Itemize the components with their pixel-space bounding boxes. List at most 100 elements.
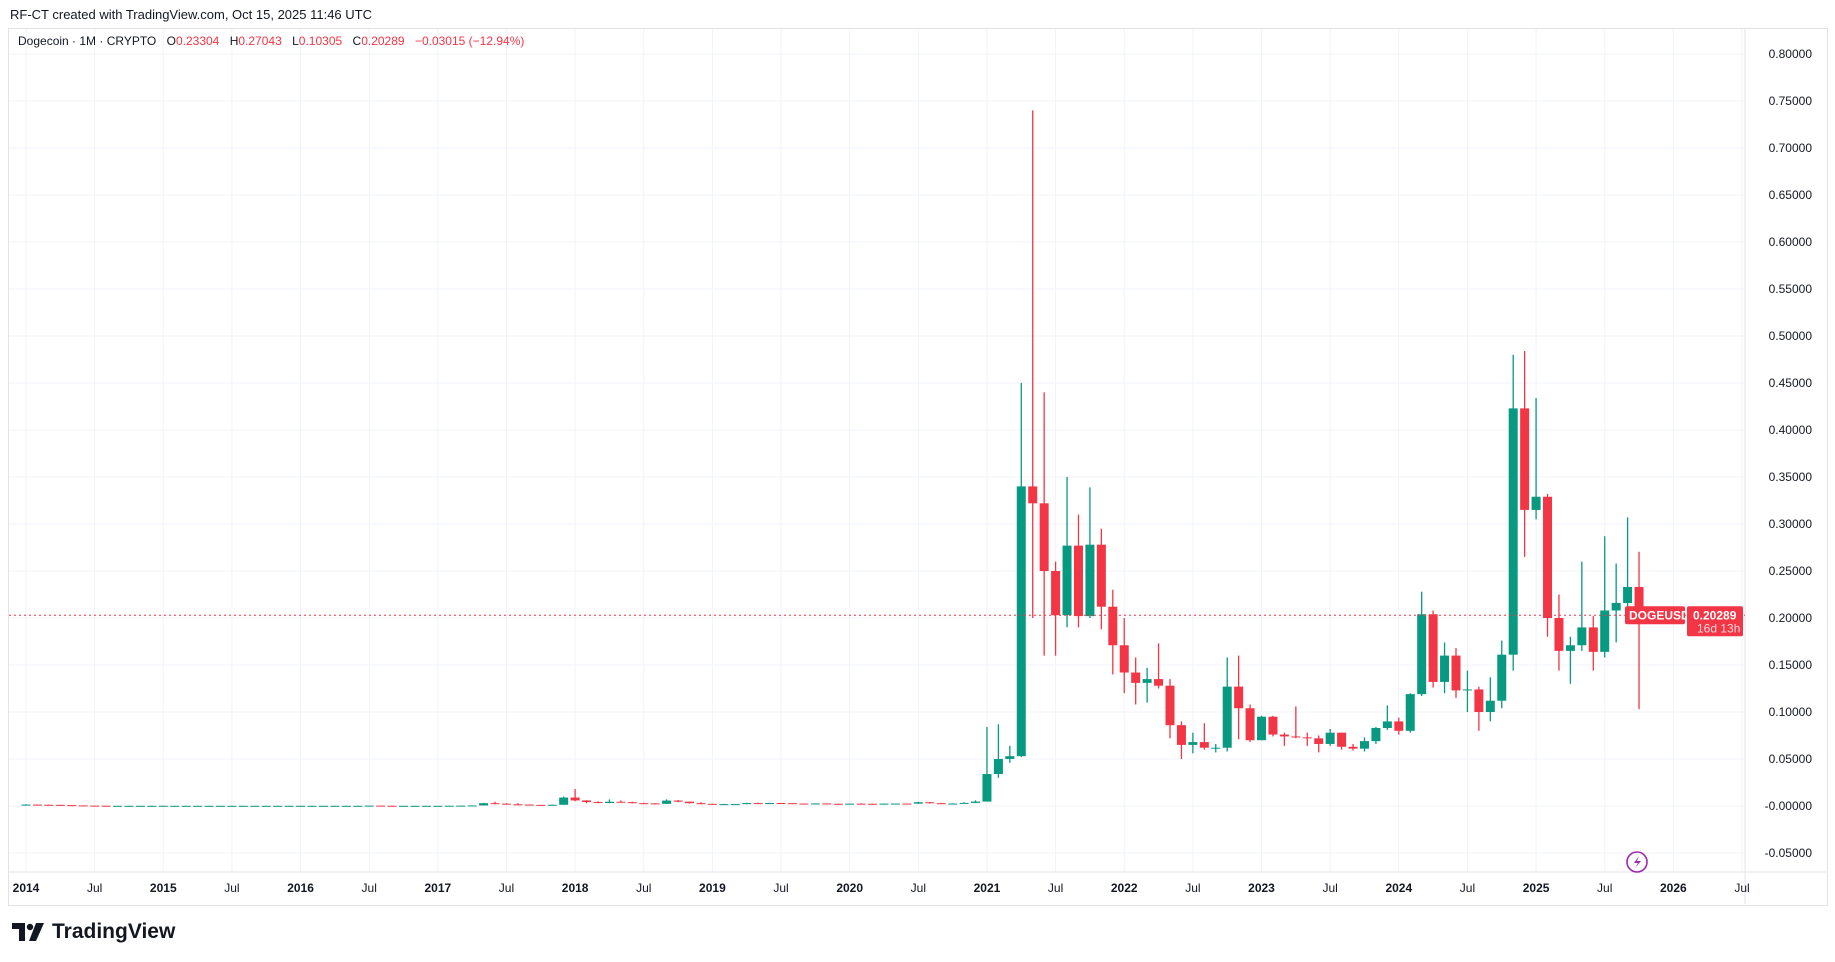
candle <box>1314 735 1324 753</box>
x-tick-label: Jul <box>1048 881 1063 895</box>
candle-body <box>113 805 123 807</box>
candle <box>1005 745 1015 763</box>
candle-body <box>467 805 477 807</box>
candle-body <box>101 805 111 807</box>
candle <box>1073 514 1083 628</box>
candle-body <box>1165 685 1175 726</box>
candle-body <box>925 802 935 804</box>
y-tick-label: 0.65000 <box>1769 188 1813 202</box>
candle-body <box>330 805 340 807</box>
candle-body <box>1382 721 1392 728</box>
candle <box>215 805 225 807</box>
candle <box>1474 686 1484 731</box>
candle-body <box>650 803 660 805</box>
candle <box>639 802 649 805</box>
candle-body <box>993 759 1003 775</box>
candle-body <box>1405 694 1415 731</box>
candle <box>296 805 306 807</box>
candle <box>113 805 123 807</box>
candle-body <box>1543 496 1553 618</box>
candle <box>1520 351 1530 557</box>
candle <box>479 802 489 806</box>
candle-body <box>536 804 546 806</box>
candle <box>650 803 660 805</box>
candle <box>444 805 454 807</box>
candle-body <box>1520 408 1530 510</box>
candle <box>1577 561 1587 651</box>
candle <box>410 805 420 807</box>
time-axis[interactable]: 2014 Jul 2015 Jul 2016 Jul 2017 Jul 2018 Jul 2019 J… <box>9 871 1826 895</box>
candle-body <box>776 802 786 804</box>
candle-body <box>238 805 248 807</box>
candle-body <box>490 803 500 805</box>
candlestick-chart[interactable]: 0.80000 0.75000 0.70000 0.65000 0.60000 0.550… <box>0 0 1835 910</box>
candle-body <box>662 800 672 804</box>
candle <box>1588 616 1598 671</box>
candles <box>21 110 1644 807</box>
symbol-label[interactable]: Dogecoin · 1M · CRYPTO <box>18 34 157 48</box>
candle <box>341 805 351 807</box>
close-value: 0.20289 <box>361 34 405 48</box>
candle <box>1611 563 1621 643</box>
candle <box>158 805 168 807</box>
candle <box>307 805 317 807</box>
candle-body <box>913 802 923 804</box>
candle-body <box>593 802 603 804</box>
candle <box>1268 715 1278 737</box>
candle-body <box>227 805 237 807</box>
candle-body <box>707 803 717 805</box>
candle-body <box>341 805 351 807</box>
candle-body <box>582 800 592 803</box>
candle-body <box>1314 738 1324 744</box>
candle <box>376 805 386 807</box>
candle-body <box>1348 746 1358 749</box>
candle-body <box>1302 737 1312 739</box>
candle <box>170 805 180 807</box>
candle <box>501 803 511 805</box>
tradingview-logo[interactable]: TradingView <box>12 920 175 944</box>
candle <box>1142 667 1152 703</box>
candle <box>32 804 42 806</box>
candle <box>570 789 580 802</box>
x-tick-label: 2023 <box>1248 881 1275 895</box>
candle-body <box>868 803 878 805</box>
candle-body <box>1108 606 1118 646</box>
candle <box>1485 677 1495 722</box>
candle-body <box>547 804 557 806</box>
scroll-to-realtime-icon[interactable] <box>1626 851 1648 873</box>
y-tick-label: 0.40000 <box>1769 423 1813 437</box>
candle <box>604 799 614 804</box>
x-tick-label: 2025 <box>1523 881 1550 895</box>
candle <box>101 805 111 807</box>
candle-body <box>44 804 54 806</box>
candle <box>1531 398 1541 520</box>
price-axis[interactable]: 0.80000 0.75000 0.70000 0.65000 0.60000 0.550… <box>1744 29 1813 904</box>
candle <box>1623 517 1633 619</box>
candle <box>1554 594 1564 671</box>
candle <box>685 801 695 804</box>
y-tick-label: 0.35000 <box>1769 470 1813 484</box>
candle-body <box>1039 503 1049 571</box>
x-tick-label: Jul <box>773 881 788 895</box>
candle <box>662 799 672 804</box>
candle <box>421 805 431 807</box>
x-tick-label: 2019 <box>699 881 726 895</box>
candle-body <box>959 802 969 804</box>
y-tick-label: 0.55000 <box>1769 282 1813 296</box>
candle-body <box>204 805 214 807</box>
candle <box>364 805 374 807</box>
candle <box>399 805 409 807</box>
x-tick-label: Jul <box>1185 881 1200 895</box>
candle-body <box>1337 732 1347 747</box>
candle <box>284 805 294 807</box>
candle <box>799 803 809 805</box>
candle <box>765 802 775 804</box>
candle <box>925 802 935 804</box>
y-tick-label: 0.60000 <box>1769 235 1813 249</box>
candle <box>1462 670 1472 712</box>
candle <box>627 801 637 804</box>
candle-body <box>627 802 637 804</box>
candle <box>1234 655 1244 740</box>
candle <box>1440 642 1450 694</box>
candle-body <box>742 803 752 805</box>
